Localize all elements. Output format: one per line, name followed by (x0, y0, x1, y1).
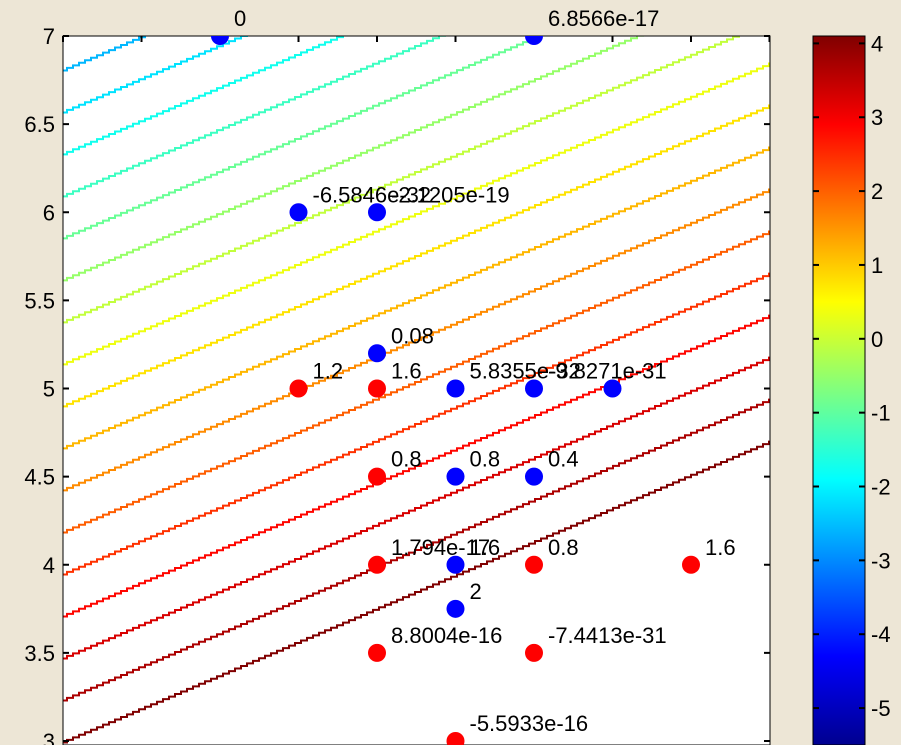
contour-line (63, 188, 770, 492)
point-value-label: 1.794e-17 (391, 535, 490, 560)
point-value-label: -2.1205e-19 (391, 182, 510, 207)
point-value-label: -6.5846e-32 (313, 182, 432, 207)
y-tick-label: 4.5 (24, 465, 55, 490)
contour-line (63, 36, 542, 240)
point-labels: 0 6.8566e-17 -6.5846e-32-2.1205e-19 0.08 1.2… (234, 6, 736, 736)
point-value-label: 0.4 (548, 447, 579, 472)
red-data-point (446, 732, 465, 745)
contour-line (63, 398, 770, 702)
point-value-label: 0.8 (548, 535, 579, 560)
red-data-point (368, 467, 386, 486)
colorbar-tick-label: 0 (871, 327, 883, 352)
colorbar-tick-label: -2 (871, 475, 891, 500)
red-data-point (289, 379, 308, 398)
y-tick-label: 4 (43, 553, 55, 578)
plot-background (63, 36, 770, 745)
blue-data-point (446, 599, 465, 618)
point-value-label: 1.6 (705, 535, 736, 560)
contour-line (63, 272, 770, 576)
blue-data-point (289, 203, 308, 222)
contour-line (63, 356, 770, 660)
plot-area: 3 3.5 4 4.5 5 5.5 6 6.5 7 0 6.8566e-17 -6.5846e-32… (24, 0, 793, 745)
contour-line (63, 36, 344, 156)
point-value-label: 0 (234, 6, 246, 31)
contour-line (63, 104, 770, 408)
y-tick-label: 5.5 (24, 288, 55, 313)
point-value-label: 2 (470, 579, 482, 604)
plot-frame (62, 35, 771, 745)
red-data-point (682, 555, 700, 574)
colorbar-tick-label: -4 (871, 622, 891, 647)
blue-data-point (446, 555, 465, 574)
y-tick-label: 3.5 (24, 641, 55, 666)
contour-line (63, 314, 770, 618)
colorbar-gradient (812, 35, 866, 745)
point-value-label: -5.5933e-16 (470, 711, 589, 736)
point-value-label: 1.2 (313, 359, 344, 384)
point-value-label: 1.6 (470, 535, 501, 560)
contour-line (63, 36, 248, 114)
y-tick-label: 7 (43, 24, 55, 49)
blue-data-point (525, 467, 543, 486)
y-tick-label: 5 (43, 377, 55, 402)
point-value-label: 5.8355e-32 (470, 359, 581, 384)
point-value-label: 0.8 (470, 447, 501, 472)
y-tick-label: 6.5 (24, 112, 55, 137)
blue-data-point (211, 36, 229, 45)
blue-data-point (525, 36, 543, 45)
data-points (211, 36, 700, 745)
contour-lines (55, 0, 793, 744)
colorbar-tick-label: -5 (871, 696, 891, 721)
y-tick-label: 6 (43, 200, 55, 225)
red-data-point (368, 643, 386, 662)
colorbar-tick-label: 4 (871, 31, 883, 56)
y-tick-label: 3 (43, 729, 55, 745)
red-data-point (368, 379, 386, 398)
colorbar-tick-label: -3 (871, 548, 891, 573)
y-axis: 3 3.5 4 4.5 5 5.5 6 6.5 7 (24, 24, 770, 745)
contour-line (63, 36, 446, 198)
contour-line (63, 440, 770, 744)
point-value-label: -9.8271e-31 (548, 359, 667, 384)
contour-line (63, 146, 770, 450)
red-data-point (525, 555, 543, 574)
red-data-point (525, 643, 543, 662)
point-value-label: 0.08 (391, 323, 434, 348)
blue-data-point (368, 344, 386, 363)
blue-data-point (368, 203, 386, 222)
colorbar: 4 3 2 1 0 -1 -2 -3 -4 -5 (812, 31, 891, 745)
point-value-label: 0.8 (391, 447, 422, 472)
colorbar-tick-label: -1 (871, 401, 891, 426)
blue-data-point (525, 379, 543, 398)
contour-line (63, 36, 644, 282)
colorbar-tick-label: 1 (871, 253, 883, 278)
contour-line (63, 36, 740, 324)
colorbar-tick-label: 3 (871, 105, 883, 130)
colorbar-ticks: 4 3 2 1 0 -1 -2 -3 -4 -5 (813, 31, 891, 721)
blue-data-point (446, 467, 465, 486)
point-value-label: 6.8566e-17 (548, 6, 659, 31)
contour-line (63, 230, 770, 534)
colorbar-tick-label: 2 (871, 179, 883, 204)
contour-line (63, 62, 770, 366)
red-data-point (368, 555, 386, 574)
blue-data-point (603, 379, 622, 398)
blue-data-point (446, 379, 465, 398)
point-value-label: -7.4413e-31 (548, 623, 667, 648)
contour-line (55, 0, 793, 31)
point-value-label: 1.6 (391, 359, 422, 384)
point-value-label: 8.8004e-16 (391, 623, 502, 648)
